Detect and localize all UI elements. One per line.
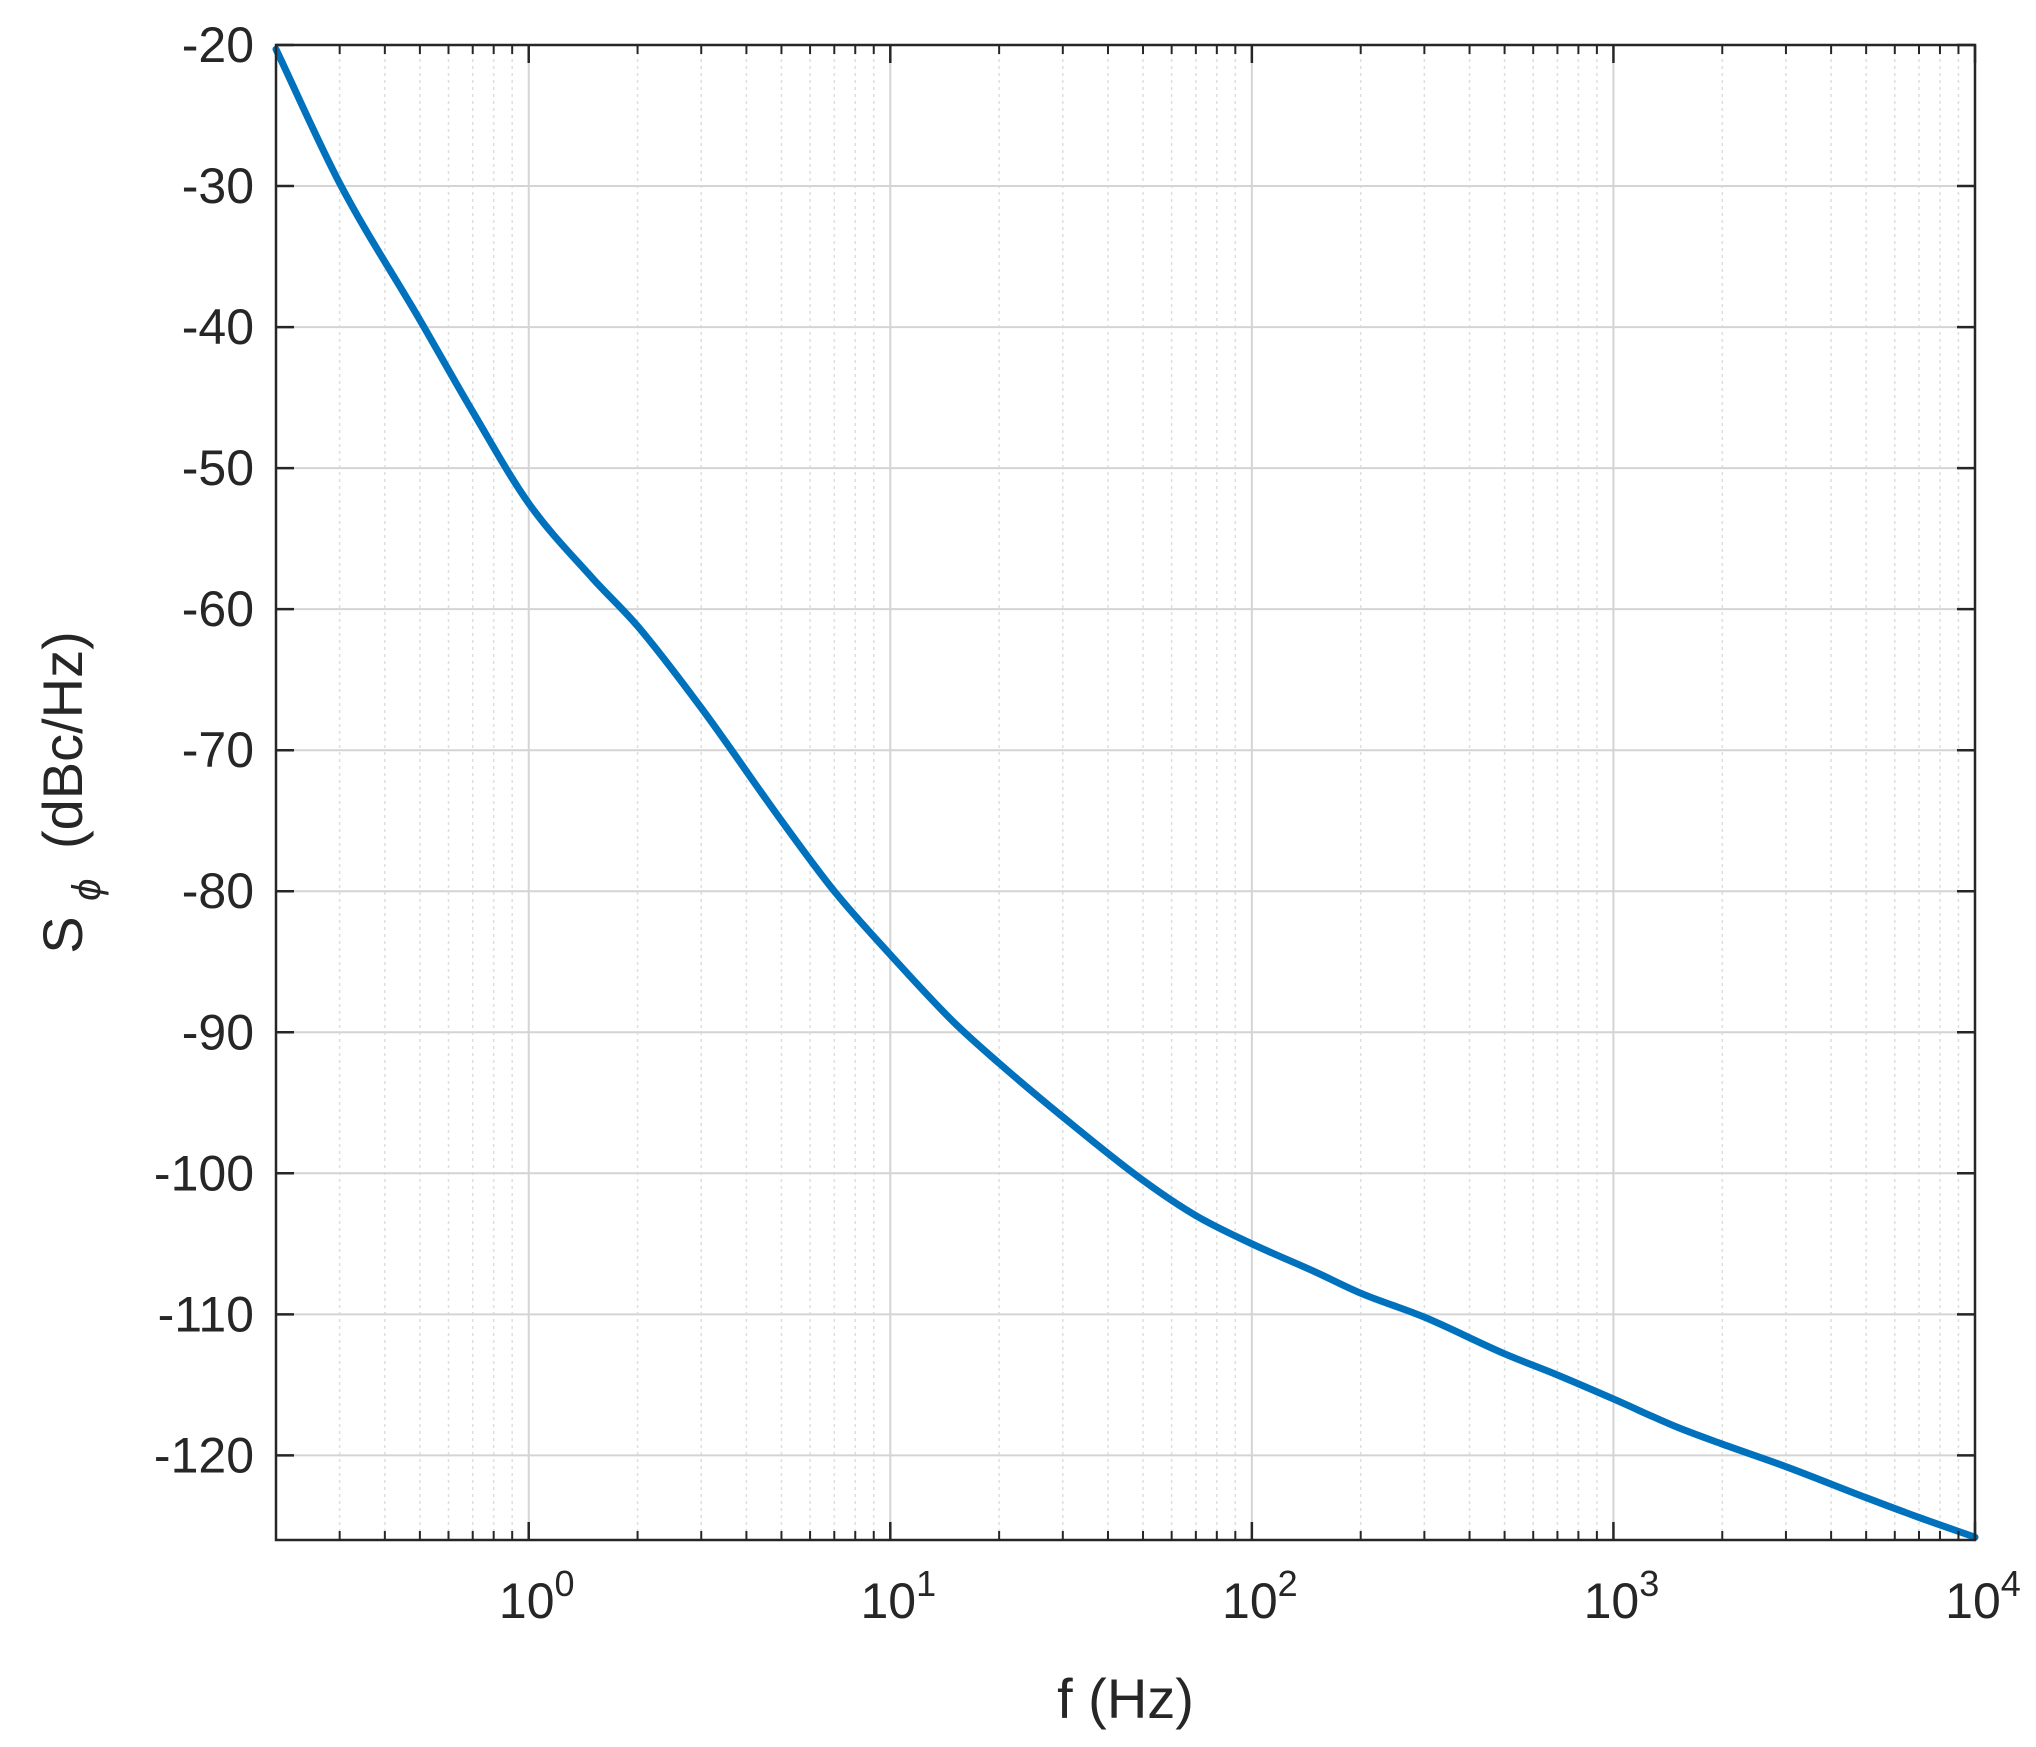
x-axis-label: f (Hz) (1057, 1667, 1194, 1730)
x-tick-base: 10 (1945, 1573, 2001, 1629)
y-axis-label-main: S (31, 916, 94, 953)
y-tick-label: -30 (182, 158, 254, 214)
y-tick-label: -80 (182, 863, 254, 919)
y-tick-label: -90 (182, 1004, 254, 1060)
x-tick-base: 10 (1584, 1573, 1640, 1629)
x-tick-base: 10 (499, 1573, 555, 1629)
major-grid (276, 45, 1975, 1540)
y-axis-label: S ϕ (dBc/Hz) (31, 631, 112, 954)
y-tick-label: -120 (154, 1427, 254, 1483)
x-tick-label: 102 (1222, 1563, 1298, 1629)
y-tick-label: -110 (158, 1286, 254, 1342)
y-axis-label-subscript: ϕ (65, 879, 109, 901)
x-tick-exponent: 2 (1278, 1563, 1298, 1604)
y-tick-label: -20 (182, 17, 254, 73)
x-tick-labels: 100 101 102 103 104 (499, 1563, 2021, 1629)
x-tick-label: 100 (499, 1563, 575, 1629)
x-tick-exponent: 3 (1639, 1563, 1659, 1604)
x-tick-label: 104 (1945, 1563, 2021, 1629)
plot-area-frame (274, 43, 1977, 1542)
y-axis-label-unit: (dBc/Hz) (31, 631, 94, 849)
y-tick-label: -100 (154, 1145, 254, 1201)
x-tick-label: 103 (1584, 1563, 1660, 1629)
x-tick-exponent: 0 (555, 1563, 575, 1604)
y-tick-label: -40 (182, 299, 254, 355)
y-tick-label: -50 (182, 440, 254, 496)
x-tick-exponent: 4 (2001, 1563, 2021, 1604)
y-tick-labels: -20 -30 -40 -50 -60 -70 -80 -90 -100 -110 -120 (154, 17, 254, 1483)
x-tick-label: 101 (860, 1563, 936, 1629)
series-line (272, 45, 1979, 1541)
x-tick-exponent: 1 (916, 1563, 936, 1604)
y-tick-label: -60 (182, 581, 254, 637)
tick-marks (276, 43, 1977, 1540)
x-tick-base: 10 (860, 1573, 916, 1629)
x-tick-base: 10 (1222, 1573, 1278, 1629)
y-tick-label: -70 (182, 722, 254, 778)
